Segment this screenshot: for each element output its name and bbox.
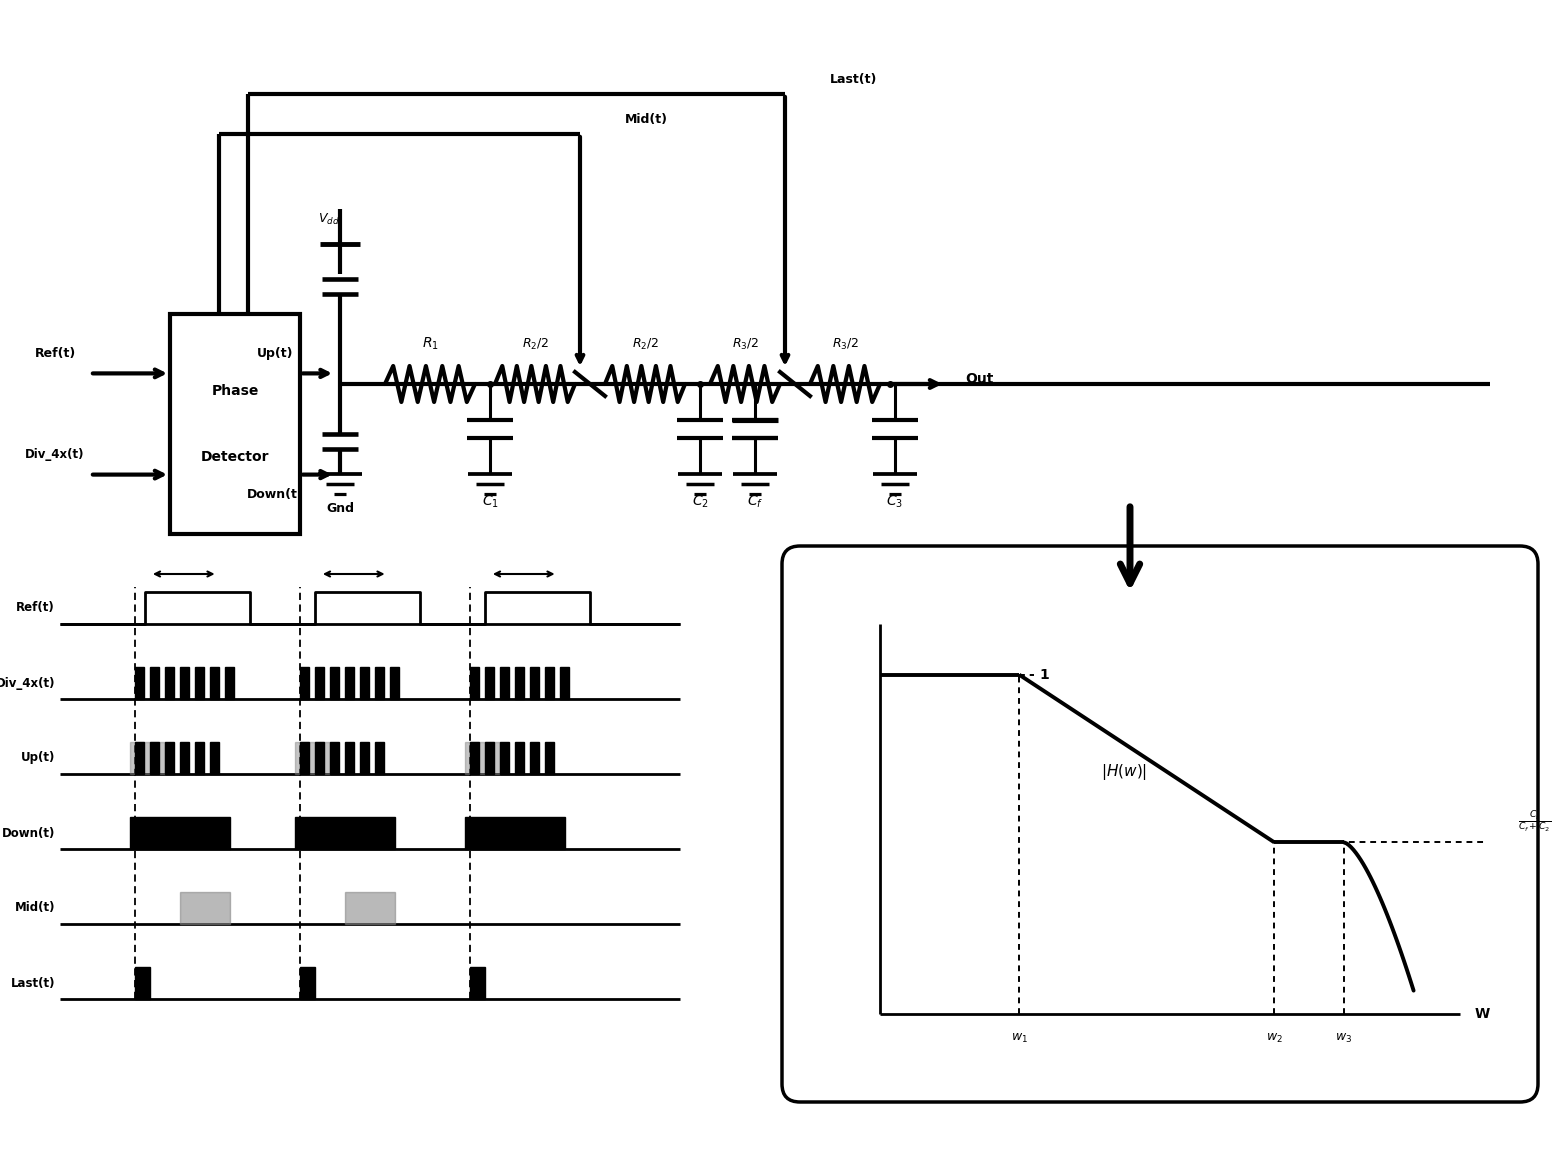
- Bar: [300, 967, 315, 999]
- Text: Mid(t): Mid(t): [14, 902, 55, 915]
- Bar: [300, 667, 309, 699]
- Text: $R_2/2$: $R_2/2$: [632, 337, 658, 351]
- Bar: [315, 742, 324, 774]
- Bar: [136, 742, 144, 774]
- Bar: [470, 742, 479, 774]
- Text: Detector: Detector: [201, 450, 270, 464]
- Text: $C_2$: $C_2$: [691, 494, 708, 511]
- Bar: [331, 667, 339, 699]
- Text: Div_4x(t): Div_4x(t): [0, 676, 55, 689]
- Bar: [360, 742, 370, 774]
- Bar: [530, 742, 540, 774]
- Bar: [515, 667, 524, 699]
- Bar: [300, 742, 309, 774]
- Bar: [170, 313, 300, 534]
- Text: Gnd: Gnd: [326, 502, 354, 515]
- Bar: [136, 967, 150, 999]
- Text: Ref(t): Ref(t): [34, 346, 75, 360]
- Text: $w_3$: $w_3$: [1335, 1032, 1353, 1045]
- Text: $R_1$: $R_1$: [421, 336, 438, 352]
- Text: $w_1$: $w_1$: [1011, 1032, 1028, 1045]
- Text: $C_1$: $C_1$: [482, 494, 499, 511]
- Bar: [470, 967, 485, 999]
- Bar: [129, 817, 229, 849]
- Text: Up(t): Up(t): [257, 346, 293, 360]
- Text: W: W: [1476, 1007, 1490, 1021]
- Bar: [195, 667, 204, 699]
- Bar: [136, 667, 144, 699]
- Bar: [331, 742, 339, 774]
- Text: Down(t): Down(t): [2, 826, 55, 839]
- Bar: [225, 667, 234, 699]
- Text: Last(t): Last(t): [830, 73, 877, 86]
- Text: Phase: Phase: [211, 384, 259, 398]
- Text: $R_2/2$: $R_2/2$: [521, 337, 549, 351]
- Bar: [179, 667, 189, 699]
- Text: $C_f$: $C_f$: [747, 494, 763, 511]
- Text: 1: 1: [1039, 668, 1048, 682]
- Bar: [129, 742, 165, 774]
- Text: Mid(t): Mid(t): [626, 113, 668, 126]
- Text: $R_3/2$: $R_3/2$: [732, 337, 758, 351]
- FancyBboxPatch shape: [782, 546, 1538, 1102]
- Bar: [179, 742, 189, 774]
- Bar: [295, 817, 395, 849]
- Text: $|H(w)|$: $|H(w)|$: [1100, 762, 1147, 782]
- Text: Up(t): Up(t): [20, 751, 55, 764]
- Bar: [470, 667, 479, 699]
- Bar: [150, 742, 159, 774]
- Bar: [360, 667, 370, 699]
- Text: $C_3$: $C_3$: [886, 494, 903, 511]
- Bar: [465, 817, 565, 849]
- Text: Down(t): Down(t): [246, 488, 303, 501]
- Text: $V_{dd}$: $V_{dd}$: [318, 211, 340, 227]
- Bar: [165, 742, 175, 774]
- Text: $R_3/2$: $R_3/2$: [831, 337, 858, 351]
- Text: Last(t): Last(t): [11, 977, 55, 990]
- Bar: [165, 667, 175, 699]
- Bar: [345, 892, 395, 924]
- Bar: [544, 742, 554, 774]
- Bar: [211, 742, 218, 774]
- Text: $\frac{C_f}{C_f+C_2}$: $\frac{C_f}{C_f+C_2}$: [1518, 810, 1552, 835]
- Bar: [390, 667, 399, 699]
- Bar: [515, 742, 524, 774]
- Text: Div_4x(t): Div_4x(t): [25, 448, 84, 461]
- Bar: [485, 667, 495, 699]
- Bar: [345, 742, 354, 774]
- Bar: [179, 892, 229, 924]
- Text: Ref(t): Ref(t): [16, 601, 55, 614]
- Bar: [211, 667, 218, 699]
- Text: Out: Out: [966, 372, 994, 386]
- Bar: [544, 667, 554, 699]
- Bar: [501, 667, 509, 699]
- Bar: [295, 742, 331, 774]
- Bar: [485, 742, 495, 774]
- Bar: [374, 742, 384, 774]
- Bar: [315, 667, 324, 699]
- Bar: [374, 667, 384, 699]
- Bar: [195, 742, 204, 774]
- Bar: [150, 667, 159, 699]
- Bar: [560, 667, 569, 699]
- Text: $w_2$: $w_2$: [1267, 1032, 1282, 1045]
- Bar: [345, 667, 354, 699]
- Bar: [530, 667, 540, 699]
- Bar: [465, 742, 501, 774]
- Bar: [501, 742, 509, 774]
